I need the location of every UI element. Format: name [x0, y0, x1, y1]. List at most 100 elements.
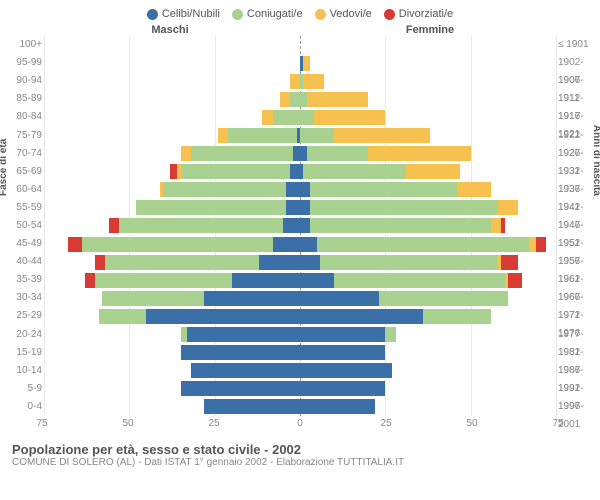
bar-segment	[300, 363, 392, 378]
age-label: 15-19	[0, 344, 42, 362]
birth-year-label: 1982-1986	[558, 344, 600, 362]
age-label: 20-24	[0, 326, 42, 344]
age-label: 10-14	[0, 362, 42, 380]
legend-item: Coniugati/e	[232, 8, 303, 20]
bar-segment	[170, 164, 177, 179]
bar-row	[44, 74, 556, 89]
age-label: 90-94	[0, 72, 42, 90]
bar-row	[44, 110, 556, 125]
bar-segment	[163, 182, 286, 197]
birth-year-label: 1952-1956	[558, 235, 600, 253]
bar-segment	[300, 399, 375, 414]
female-bar	[300, 74, 556, 89]
age-label: 55-59	[0, 199, 42, 217]
bar-segment	[501, 255, 518, 270]
bar-segment	[95, 273, 232, 288]
female-bar	[300, 110, 556, 125]
bar-segment	[218, 128, 228, 143]
bar-row	[44, 200, 556, 215]
birth-year-label: 1962-1966	[558, 271, 600, 289]
legend-swatch	[147, 9, 158, 20]
birth-year-label: 1912-1916	[558, 90, 600, 108]
age-label: 40-44	[0, 253, 42, 271]
female-bar	[300, 38, 556, 53]
birth-year-label: 1992-1996	[558, 380, 600, 398]
bar-row	[44, 309, 556, 324]
gender-headers: Maschi Femmine	[0, 24, 600, 36]
age-label: 25-29	[0, 307, 42, 325]
bar-segment	[300, 309, 423, 324]
age-label: 100+	[0, 36, 42, 54]
bar-segment	[259, 255, 300, 270]
bar-row	[44, 92, 556, 107]
male-bar	[44, 345, 300, 360]
bar-segment	[262, 110, 272, 125]
female-bar	[300, 218, 556, 233]
header-females: Femmine	[300, 24, 600, 36]
birth-year-label: 1997-2001	[558, 398, 600, 416]
birth-year-label: 1942-1946	[558, 199, 600, 217]
chart-title: Popolazione per età, sesso e stato civil…	[12, 442, 588, 457]
legend-label: Coniugati/e	[247, 8, 303, 20]
age-label: 50-54	[0, 217, 42, 235]
legend-label: Vedovi/e	[330, 8, 372, 20]
bar-segment	[310, 218, 491, 233]
bar-segment	[300, 345, 385, 360]
age-label: 30-34	[0, 289, 42, 307]
male-bar	[44, 255, 300, 270]
bar-segment	[187, 327, 300, 342]
bar-segment	[303, 56, 310, 71]
x-tick: 25	[208, 418, 219, 429]
birth-year-label: 1957-1961	[558, 253, 600, 271]
x-axis: 7550250255075	[42, 418, 558, 432]
x-tick: 25	[380, 418, 391, 429]
male-bar	[44, 38, 300, 53]
x-tick: 50	[122, 418, 133, 429]
male-bar	[44, 237, 300, 252]
female-bar	[300, 345, 556, 360]
female-bar	[300, 255, 556, 270]
bar-segment	[300, 182, 310, 197]
bar-segment	[232, 273, 300, 288]
population-pyramid-chart: Celibi/Nubili Coniugati/e Vedovi/e Divorzia…	[0, 0, 600, 500]
bar-segment	[385, 327, 395, 342]
bar-segment	[273, 110, 300, 125]
x-tick: 75	[552, 418, 563, 429]
bar-segment	[457, 182, 491, 197]
male-bar	[44, 164, 300, 179]
bar-segment	[300, 218, 310, 233]
male-bar	[44, 327, 300, 342]
x-tick: 0	[297, 418, 303, 429]
bar-segment	[300, 291, 379, 306]
bar-segment	[68, 237, 82, 252]
birth-year-label: 1907-1911	[558, 72, 600, 90]
bar-segment	[286, 182, 300, 197]
male-bar	[44, 381, 300, 396]
bar-segment	[423, 309, 491, 324]
female-bar	[300, 381, 556, 396]
plot-area: Fasce di età 100+95-9990-9485-8980-8475-…	[0, 36, 600, 416]
bar-segment	[181, 164, 290, 179]
bar-segment	[508, 273, 522, 288]
bar-row	[44, 56, 556, 71]
bar-segment	[406, 164, 461, 179]
birth-year-label: 1947-1951	[558, 217, 600, 235]
bar-segment	[181, 146, 191, 161]
age-label: 5-9	[0, 380, 42, 398]
age-label: 35-39	[0, 271, 42, 289]
bar-segment	[300, 327, 385, 342]
bar-segment	[283, 218, 300, 233]
bar-segment	[300, 110, 314, 125]
legend: Celibi/Nubili Coniugati/e Vedovi/e Divorzia…	[0, 0, 600, 24]
birth-year-label: 1917-1921	[558, 108, 600, 126]
male-bar	[44, 110, 300, 125]
legend-item: Divorziati/e	[384, 8, 453, 20]
bar-segment	[300, 381, 385, 396]
bar-row	[44, 237, 556, 252]
bar-segment	[300, 128, 334, 143]
birth-year-label: 1987-1991	[558, 362, 600, 380]
bar-segment	[307, 146, 368, 161]
legend-item: Celibi/Nubili	[147, 8, 220, 20]
bar-segment	[102, 291, 204, 306]
legend-swatch	[384, 9, 395, 20]
